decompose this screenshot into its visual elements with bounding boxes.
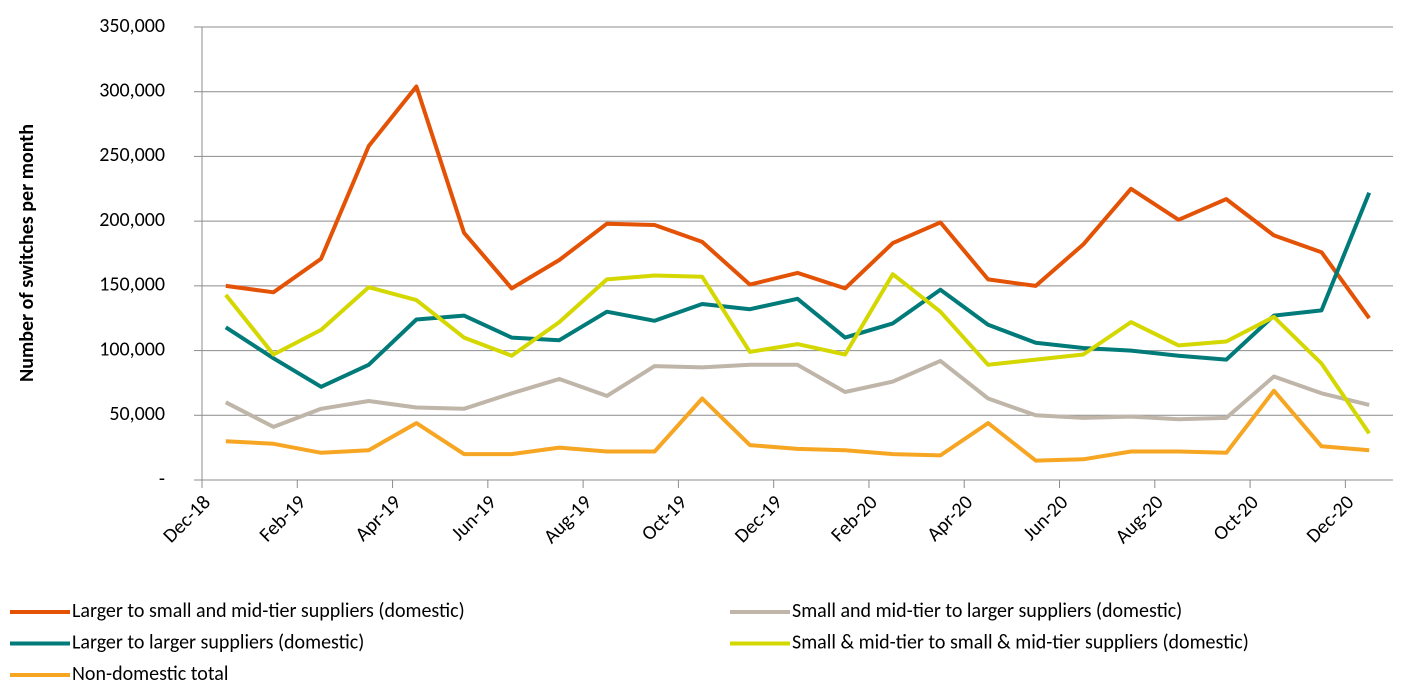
- x-tick-label: Dec-20: [1302, 491, 1359, 548]
- legend-label: Small & mid-tier to small & mid-tier sup…: [792, 630, 1249, 654]
- x-tick-label: Apr-20: [922, 491, 978, 547]
- y-tick-label: 200,000: [99, 208, 165, 232]
- x-tick-label: Oct-19: [637, 491, 692, 546]
- series-line: [224, 191, 1372, 389]
- series-line: [225, 84, 1371, 320]
- y-tick-label: 150,000: [99, 273, 165, 297]
- x-tick-label: Dec-18: [158, 491, 215, 548]
- legend-label: Small and mid-tier to larger suppliers (…: [792, 599, 1182, 623]
- x-tick-label: Jun-19: [446, 491, 501, 546]
- y-tick-label: 300,000: [99, 78, 165, 102]
- x-tick-label: Feb-19: [255, 491, 311, 547]
- x-tick-label: Apr-19: [350, 491, 406, 547]
- x-tick-label: Feb-20: [826, 491, 882, 547]
- y-axis-label: Number of switches per month: [15, 124, 39, 382]
- y-tick-label: 250,000: [99, 143, 165, 167]
- x-tick-label: Jun-20: [1018, 491, 1073, 546]
- legend-label: Larger to larger suppliers (domestic): [72, 630, 364, 654]
- y-tick-label: -: [159, 467, 165, 491]
- x-tick-label: Dec-19: [730, 491, 787, 548]
- legend-label: Non-domestic total: [72, 662, 228, 686]
- y-tick-label: 350,000: [99, 14, 165, 38]
- legend-label: Larger to small and mid-tier suppliers (…: [72, 599, 465, 623]
- series-line: [225, 388, 1370, 463]
- y-tick-label: 50,000: [109, 402, 165, 426]
- series-line: [224, 358, 1370, 429]
- x-tick-label: Oct-20: [1208, 491, 1263, 546]
- x-tick-label: Aug-20: [1111, 491, 1169, 549]
- series-line: [224, 272, 1371, 435]
- y-tick-label: 100,000: [99, 337, 165, 361]
- x-tick-label: Aug-19: [539, 491, 597, 549]
